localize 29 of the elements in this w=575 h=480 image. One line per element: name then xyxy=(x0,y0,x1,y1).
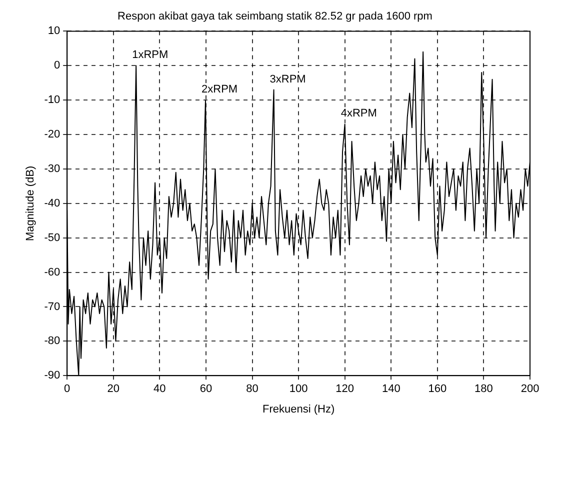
y-tick-label: -60 xyxy=(44,266,60,278)
x-tick-label: 180 xyxy=(474,383,493,396)
annotation: 2xRPM xyxy=(202,84,238,96)
y-tick-label: 10 xyxy=(48,25,60,38)
y-tick-label: -40 xyxy=(44,197,60,210)
x-tick-label: 160 xyxy=(428,383,447,396)
x-tick-label: 120 xyxy=(336,383,354,396)
y-axis-title: Magnitude (dB) xyxy=(24,166,37,242)
x-tick-label: 40 xyxy=(154,383,166,396)
chart-title: Respon akibat gaya tak seimbang statik 82.52 gr pada 1600 rpm xyxy=(118,10,432,23)
y-tick-label: 0 xyxy=(54,60,60,72)
x-axis-title: Frekuensi (Hz) xyxy=(262,403,335,416)
x-tick-label: 200 xyxy=(520,383,540,396)
annotation: 1xRPM xyxy=(132,49,168,62)
annotation: 4xRPM xyxy=(340,108,377,120)
y-tick-label: -30 xyxy=(44,162,60,175)
x-tick-label: 20 xyxy=(107,383,120,396)
y-tick-label: -80 xyxy=(44,335,60,348)
x-tick-label: 140 xyxy=(382,383,400,396)
y-tick-label: -90 xyxy=(44,370,60,382)
annotation: 3xRPM xyxy=(270,73,306,86)
y-tick-label: -10 xyxy=(44,94,60,106)
x-tick-label: 60 xyxy=(200,383,212,396)
y-tick-label: -50 xyxy=(44,232,60,244)
y-tick-label: -70 xyxy=(44,300,60,313)
x-tick-label: 80 xyxy=(246,383,258,396)
x-tick-label: 100 xyxy=(289,383,308,396)
y-tick-label: -20 xyxy=(44,128,60,141)
x-tick-label: 0 xyxy=(64,383,70,396)
